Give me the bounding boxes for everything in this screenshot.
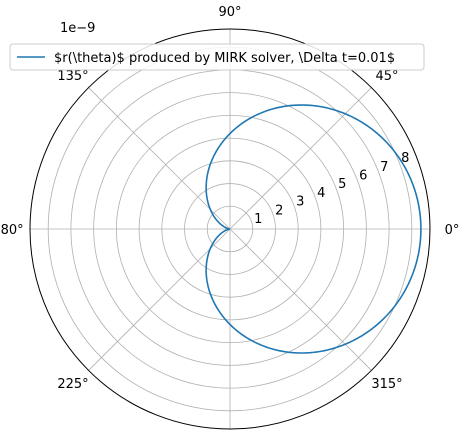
r-tick-label: 4 (317, 186, 325, 201)
r-tick-label: 8 (401, 151, 409, 166)
theta-tick-label: 45° (375, 69, 398, 84)
series-line-0 (205, 104, 422, 354)
legend: $r(\theta)$ produced by MIRK solver, \De… (9, 43, 425, 71)
theta-tick-labels: 0°45°90°135°180°225°270°315° (0, 5, 459, 442)
theta-gridline-45 (229, 87, 372, 230)
r-tick-label: 6 (359, 169, 367, 184)
theta-tick-label: 135° (57, 69, 88, 84)
r-tick-label: 7 (380, 160, 388, 175)
theta-gridline-225 (88, 228, 231, 371)
theta-tick-label: 225° (57, 377, 88, 392)
theta-tick-label: 180° (0, 223, 24, 238)
legend-label: $r(\theta)$ produced by MIRK solver, \De… (54, 51, 395, 66)
r-tick-label: 1 (254, 212, 262, 227)
r-tick-label: 3 (296, 195, 304, 210)
series-layer (205, 104, 422, 354)
theta-tick-label: 0° (445, 223, 460, 238)
polar-frame (29, 28, 431, 430)
theta-gridline-315 (229, 228, 372, 371)
offset-label: 1e−9 (60, 21, 95, 36)
theta-tick-label: 315° (371, 377, 402, 392)
theta-tick-label: 90° (218, 5, 241, 20)
legend-box (9, 43, 425, 71)
r-tick-label: 2 (275, 203, 283, 218)
theta-gridline-135 (88, 87, 231, 230)
r-tick-label: 5 (338, 177, 346, 192)
